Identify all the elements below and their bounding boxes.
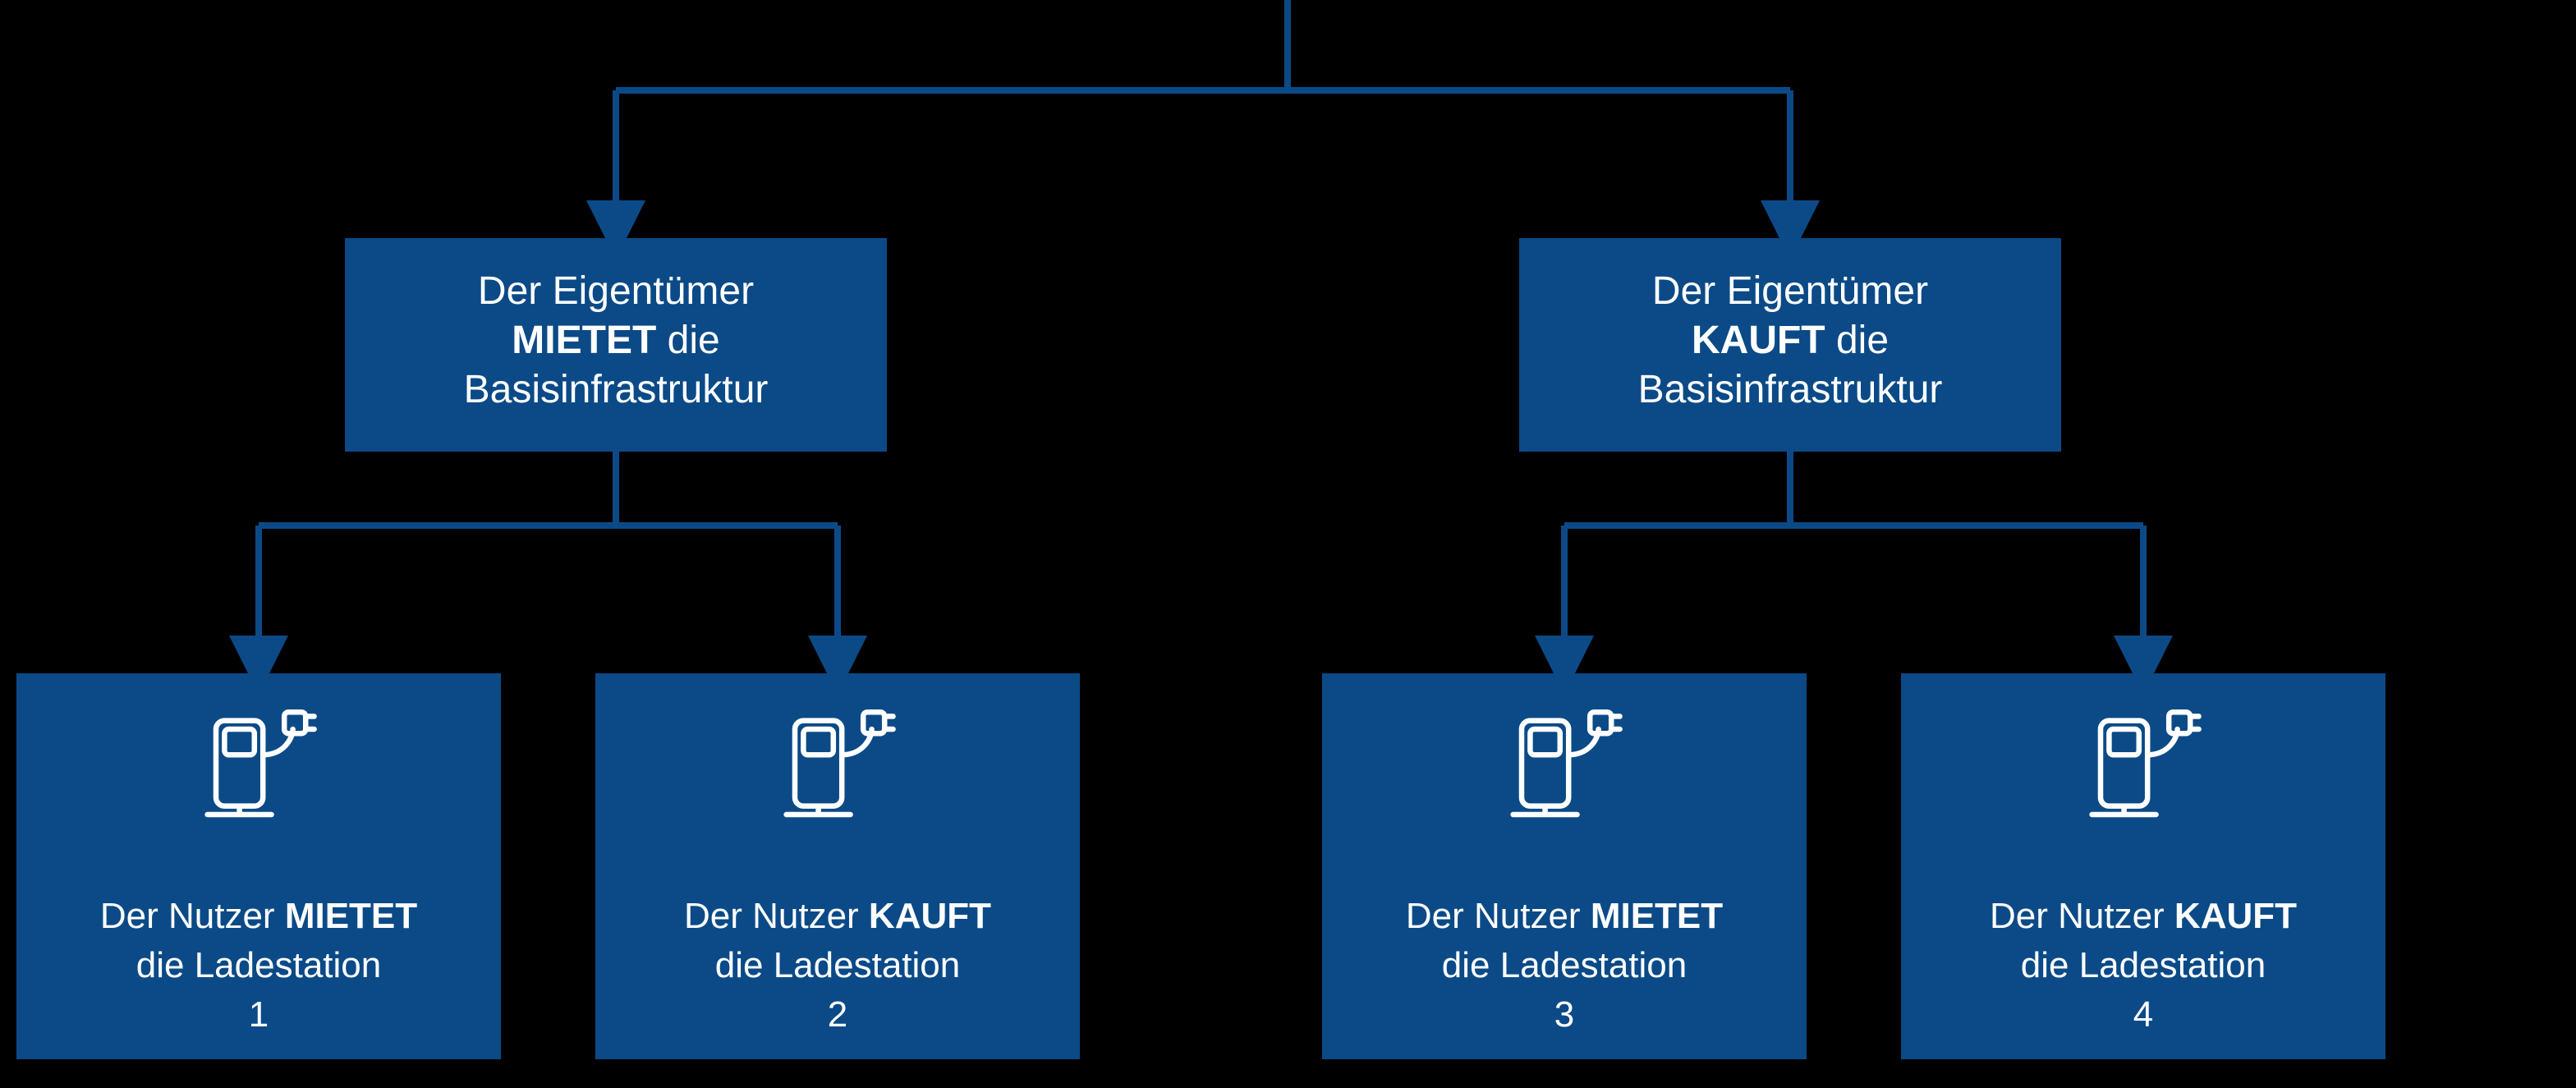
leaf4-line1: Der Nutzer KAUFT [1990, 896, 2297, 936]
leaf1: Der Nutzer MIETET die Ladestation 1 [16, 673, 501, 1059]
leaf1-line2: die Ladestation [136, 945, 381, 985]
mid_right-line3: Basisinfrastruktur [1638, 368, 1943, 411]
leaf2: Der Nutzer KAUFT die Ladestation 2 [595, 673, 1080, 1059]
leaf2-line1: Der Nutzer KAUFT [684, 896, 991, 936]
leaf4-line2: die Ladestation [2021, 945, 2266, 985]
leaf3-line3: 3 [1554, 994, 1574, 1035]
mid_left-line3: Basisinfrastruktur [464, 368, 769, 411]
leaf3-line1: Der Nutzer MIETET [1406, 896, 1723, 936]
mid_right-line1: Der Eigentümer [1652, 269, 1928, 313]
leaf1-line3: 1 [249, 994, 269, 1035]
leaf4: Der Nutzer KAUFT die Ladestation 4 [1901, 673, 2385, 1059]
mid_right: Der Eigentümer KAUFT die Basisinfrastruktu… [1519, 238, 2061, 452]
leaf2-line2: die Ladestation [715, 945, 960, 985]
leaf4-line3: 4 [2133, 994, 2153, 1035]
mid_left: Der Eigentümer MIETET die Basisinfrastrukt… [345, 238, 887, 452]
diagram-canvas: Der Eigentümer MIETET die Basisinfrastrukt… [0, 0, 2576, 1088]
mid_left-line2: MIETET die [512, 319, 719, 362]
leaf3: Der Nutzer MIETET die Ladestation 3 [1322, 673, 1807, 1059]
leaf3-line2: die Ladestation [1442, 945, 1687, 985]
mid_left-line1: Der Eigentümer [478, 269, 754, 313]
leaf2-line3: 2 [828, 994, 847, 1035]
leaf1-line1: Der Nutzer MIETET [100, 896, 417, 936]
mid_right-line2: KAUFT die [1692, 319, 1889, 362]
